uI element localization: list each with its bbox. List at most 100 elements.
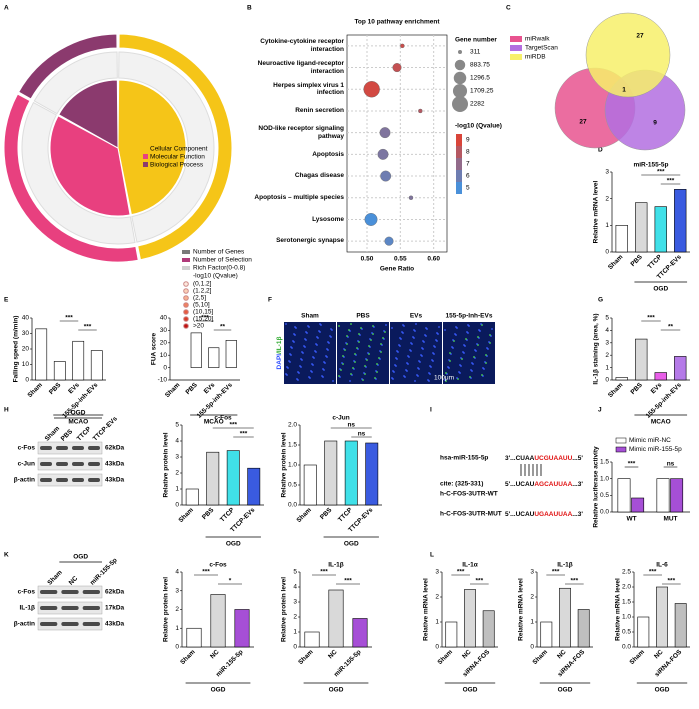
y-tick-label: 3 (530, 569, 534, 576)
sequence-part: 3'...CUAA (505, 455, 535, 462)
nucleus (330, 328, 332, 330)
mirna-name: hsa-miR-155-5p (440, 455, 488, 462)
lane-label: Sham (44, 425, 62, 443)
group-label: MCAO (68, 419, 88, 426)
y-tick-label: 5 (175, 422, 179, 429)
y-tick-label: 2 (175, 470, 179, 477)
x-tick-label: Sham (607, 382, 625, 400)
y-tick-label: 30 (160, 327, 168, 334)
nucleus (285, 323, 287, 325)
nucleus (297, 371, 299, 373)
circos-ring (118, 51, 215, 243)
bar (674, 603, 687, 648)
legend-label: TargetScan (525, 45, 558, 52)
chart-title: miR-155-5p (633, 162, 668, 169)
circos-outer (17, 33, 118, 100)
nucleus (360, 327, 362, 329)
x-tick-label: Sham (297, 649, 315, 667)
group-label: OGD (71, 410, 86, 417)
nucleus (299, 365, 301, 367)
sig-label: *** (65, 315, 73, 322)
row-label: β-actin (14, 621, 35, 628)
legend-swatch (615, 446, 627, 453)
nucleus (294, 326, 296, 328)
nucleus (303, 345, 305, 347)
legend-label: >20 (193, 323, 204, 330)
nucleus (391, 327, 393, 329)
y-tick-label: 10 (22, 361, 30, 368)
legend-label: Number of Genes (193, 249, 245, 256)
sequence-part: AGCAUUAA (534, 481, 572, 488)
nucleus (326, 348, 328, 350)
bar (654, 372, 667, 381)
nucleus (323, 361, 325, 363)
bar (365, 442, 379, 506)
nucleus (427, 379, 429, 381)
nucleus (379, 350, 381, 352)
nucleus (421, 347, 423, 349)
lane-label: TTCP (76, 425, 93, 442)
nucleus (286, 366, 288, 368)
bar (226, 450, 240, 506)
nucleus (293, 333, 295, 335)
legend-dot (183, 295, 189, 301)
y-tick-label: 3 (175, 454, 179, 461)
nucleus (308, 376, 310, 378)
nucleus (310, 370, 312, 372)
chart-title: IL-1α (462, 562, 478, 569)
chart-title: c-Fos (214, 415, 232, 422)
nucleus (353, 360, 355, 362)
sequence-part: UGAAUUAA (534, 511, 572, 518)
sig-label: *** (628, 461, 636, 468)
x-tick-label: EVs (203, 381, 217, 395)
y-tick-label: 1 (175, 486, 179, 493)
bar (445, 621, 458, 648)
legend-label: (10,15] (193, 309, 213, 316)
nucleus (398, 344, 400, 346)
nucleus (415, 323, 417, 325)
color-swatch (456, 146, 462, 158)
nucleus (300, 358, 302, 360)
micrograph (337, 322, 389, 384)
row-label: c-Jun (18, 461, 35, 468)
y-tick-label: 2.0 (288, 422, 297, 429)
nucleus (414, 380, 416, 382)
panel-label: L (430, 552, 434, 559)
circos-outer (3, 93, 139, 263)
lane-label: TTCP-EVs (92, 415, 119, 442)
bar (185, 488, 199, 506)
legend-label: Biological Process (150, 162, 204, 169)
legend-label: (1.2,2] (193, 288, 212, 295)
nucleus (311, 363, 313, 365)
nucleus (448, 359, 450, 361)
bar (206, 451, 220, 506)
panel-label: I (430, 407, 432, 414)
nucleus (321, 375, 323, 377)
sig-label: *** (202, 569, 210, 576)
sig-label: *** (476, 578, 484, 585)
bar (540, 621, 553, 648)
nucleus (339, 368, 341, 370)
sig-label: *** (457, 569, 465, 576)
row-label: c-Fos (18, 589, 36, 596)
nucleus (412, 336, 414, 338)
sig-label: *** (240, 431, 248, 438)
circos-sector (117, 79, 187, 216)
x-tick-label: NC (556, 648, 568, 660)
channel-label: DAPI/IL-1β (276, 337, 283, 370)
panel-label: F (268, 297, 272, 304)
nucleus (348, 329, 350, 331)
circos-ring (33, 51, 118, 115)
size-label: 62kDa (105, 445, 125, 452)
nucleus (491, 328, 493, 330)
nucleus (438, 326, 440, 328)
y-tick-label: 0 (25, 377, 29, 384)
nucleus (375, 370, 377, 372)
legend-dot (183, 323, 189, 329)
venn-count: 1 (622, 87, 626, 94)
nucleus (349, 380, 351, 382)
bubble (363, 81, 380, 98)
nucleus (307, 325, 309, 327)
category-label: Lysosome (312, 215, 344, 223)
bar (615, 377, 628, 381)
